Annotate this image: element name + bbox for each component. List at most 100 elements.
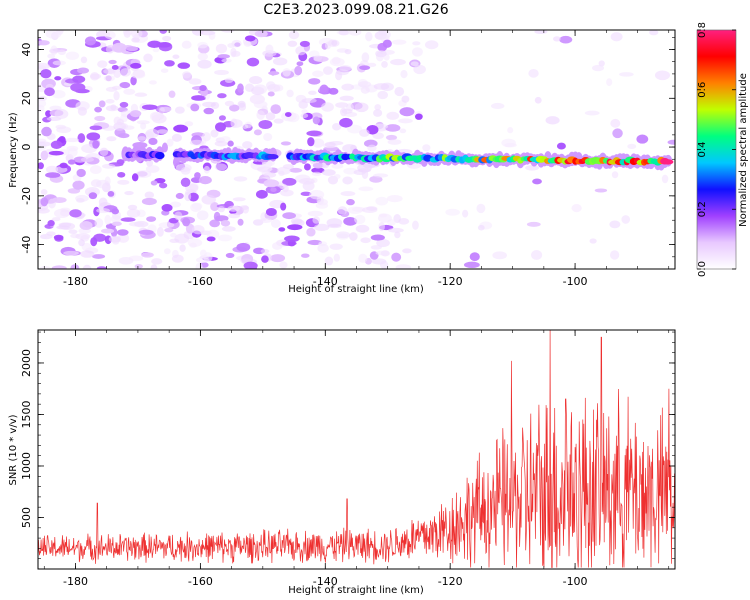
- spectrogram-cell: [332, 123, 342, 131]
- spectrogram-cell: [339, 117, 353, 128]
- spectrogram-cell: [282, 212, 296, 220]
- spectrogram-cell: [636, 134, 649, 144]
- spectrogram-cell: [246, 57, 260, 67]
- spectrogram-cell: [296, 61, 304, 67]
- spectrogram-cell: [244, 35, 256, 42]
- spectrogram-cell: [199, 30, 216, 36]
- spectrogram-cell: [273, 118, 284, 124]
- spectrogram-cell: [45, 30, 62, 39]
- spectrogram-cell: [385, 134, 398, 141]
- snr-y-label: SNR (10 * v/v): [8, 414, 19, 485]
- spectrogram-cell: [265, 112, 276, 121]
- spectrogram-cell: [270, 254, 286, 263]
- spectrogram-cell: [265, 207, 277, 217]
- spectrogram-cell: [280, 202, 287, 211]
- spectrogram-cell: [412, 41, 421, 46]
- spectrogram-cell: [534, 30, 548, 34]
- spectrogram-cell: [373, 83, 390, 90]
- spectrogram-cell: [321, 169, 336, 176]
- spectrogram-cell: [158, 222, 175, 229]
- spectrogram-cell: [492, 251, 507, 260]
- spectrogram-cell: [89, 125, 103, 131]
- spectrogram-cell: [253, 100, 268, 109]
- spectrogram-cell: [221, 58, 232, 63]
- spectrogram-cell: [99, 147, 109, 157]
- spectrogram-cell: [398, 118, 413, 124]
- spectrogram-cell: [370, 245, 382, 250]
- spectrogram-cell: [329, 57, 345, 67]
- spectrogram-cell: [171, 133, 182, 142]
- spectrogram-cell: [189, 139, 204, 146]
- spectrogram-cell: [304, 163, 311, 171]
- spectrogram-cell: [45, 110, 52, 118]
- spectrogram-cell: [131, 173, 139, 182]
- spectrogram-cell: [387, 139, 402, 145]
- spectrogram-cell: [386, 195, 403, 203]
- spectrogram-cell: [180, 177, 191, 187]
- spectrogram-cell: [236, 242, 251, 252]
- spectrogram-cell: [621, 215, 631, 224]
- spectrogram-cell: [359, 129, 370, 137]
- spectrogram-cell: [209, 219, 220, 228]
- spectrogram-cell: [301, 109, 308, 114]
- spectrogram-cell: [217, 93, 227, 99]
- spectrogram-cell: [70, 82, 86, 92]
- spectrogram-cell: [65, 137, 80, 143]
- spectrogram-cell: [123, 88, 136, 95]
- spectrogram-cell: [96, 208, 111, 214]
- spectrogram-cell: [324, 141, 336, 148]
- spectrogram-cell: [138, 229, 154, 235]
- spectrogram-cell: [477, 224, 485, 231]
- spectrogram-cell: [230, 118, 238, 128]
- spectrogram-cell: [612, 128, 623, 139]
- spectrogram-cell: [80, 56, 88, 64]
- spectrogram-cell: [360, 237, 371, 244]
- spectrogram-cell: [131, 37, 140, 43]
- spectrogram-cell: [192, 202, 203, 210]
- spectrogram-cell: [367, 144, 377, 152]
- spectrogram-cell: [119, 82, 131, 89]
- spectrogram-cell: [507, 127, 514, 134]
- spectrogram-cell: [199, 249, 207, 258]
- spectrogram-cell: [299, 178, 315, 185]
- spectrogram-cell: [90, 237, 98, 247]
- spectrogram-cell: [610, 118, 621, 128]
- spectrogram-cell: [391, 252, 402, 262]
- y-tick-label: -20: [20, 187, 33, 205]
- spectrogram-cell: [150, 264, 158, 269]
- spectrogram-cell: [609, 220, 621, 229]
- spectrogram-cell: [284, 112, 292, 117]
- spectrogram-cell: [295, 45, 307, 56]
- spectrogram-cell: [117, 171, 126, 178]
- spectrogram-cell: [215, 215, 229, 222]
- spectrogram-cell: [301, 98, 317, 104]
- spectrogram-cell: [306, 130, 322, 137]
- spectrogram-cell: [598, 60, 605, 67]
- spectrogram-cell: [346, 199, 355, 206]
- spectrogram-cell: [137, 136, 147, 141]
- spectrogram-cell: [157, 129, 169, 134]
- spectrogram-cell: [272, 57, 288, 66]
- colorbar-tick-label: 0.2: [697, 201, 708, 217]
- spectrogram-cell: [231, 39, 242, 48]
- spectrogram-cell: [300, 191, 312, 197]
- spectrogram-cell: [306, 227, 316, 237]
- spectrogram-cell: [40, 68, 52, 79]
- spectrogram-cell: [282, 68, 291, 77]
- spectrogram-cell: [463, 261, 480, 269]
- spectrogram-cell: [184, 121, 194, 127]
- spectrogram-cell: [308, 78, 321, 85]
- x-tick-label: -120: [438, 275, 463, 288]
- spectrogram-cell: [77, 133, 86, 143]
- spectrogram-cell: [196, 210, 209, 221]
- spectrogram-cell: [210, 202, 220, 212]
- spectrogram-cell: [199, 84, 207, 92]
- spectrogram-cell: [553, 36, 561, 42]
- spectrogram-cell: [324, 41, 332, 50]
- spectrogram-cell: [311, 171, 322, 177]
- spectrogram-cell: [120, 68, 132, 77]
- spectrogram-cell: [202, 101, 216, 108]
- spectrogram-cell: [399, 128, 407, 134]
- spectrogram-cell: [144, 131, 155, 140]
- spectrogram-cell: [312, 216, 321, 224]
